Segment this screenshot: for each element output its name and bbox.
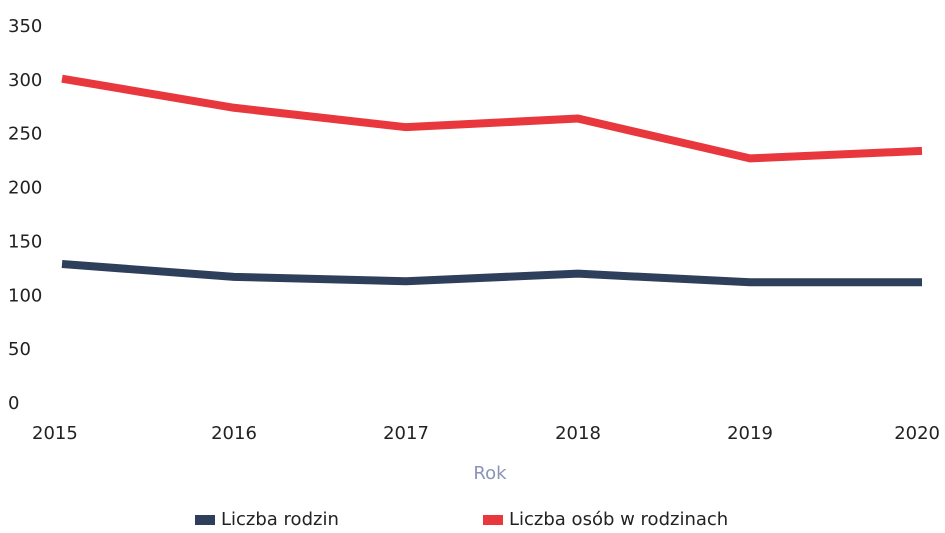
line-series	[61, 74, 923, 163]
x-tick-label: 2016	[211, 423, 257, 444]
y-tick-label: 100	[8, 285, 42, 306]
line-series	[61, 259, 922, 287]
y-tick-label: 0	[8, 393, 19, 414]
legend-label: Liczba rodzin	[221, 509, 339, 530]
legend-swatch	[195, 515, 215, 525]
y-tick-label: 150	[8, 231, 42, 252]
y-tick-label: 300	[8, 70, 42, 91]
y-tick-label: 50	[8, 339, 31, 360]
x-axis-label: Rok	[473, 463, 507, 484]
legend-label: Liczba osób w rodzinach	[509, 509, 728, 530]
legend-swatch	[483, 515, 503, 525]
y-tick-label: 350	[8, 16, 42, 37]
x-tick-label: 2015	[32, 423, 78, 444]
x-tick-label: 2020	[894, 423, 940, 444]
y-tick-label: 200	[8, 178, 42, 199]
y-tick-label: 250	[8, 124, 42, 145]
x-tick-label: 2019	[727, 423, 773, 444]
x-tick-label: 2018	[555, 423, 601, 444]
x-tick-label: 2017	[383, 423, 429, 444]
